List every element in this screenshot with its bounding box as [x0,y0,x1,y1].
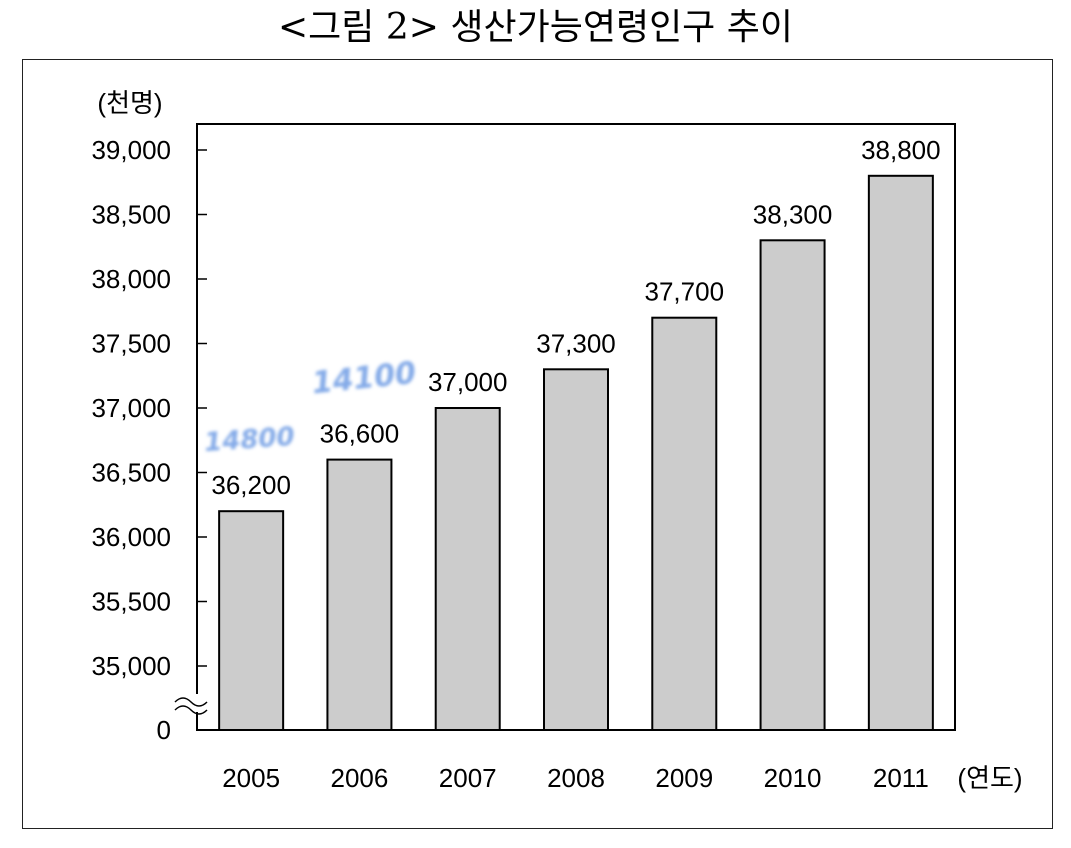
x-tick-label-2007: 2007 [439,763,497,793]
y-axis-unit: (천명) [97,88,162,118]
x-tick-label-2005: 2005 [222,763,280,793]
bar-2011 [867,174,934,732]
axis-break-mark [174,697,208,707]
data-label-2006: 36,600 [320,419,400,449]
bar-2010 [759,239,826,732]
data-label-2009: 37,700 [645,277,725,307]
bar-2005 [218,510,285,732]
y-tick-label: 36,500 [91,458,171,488]
axes [174,123,956,731]
axis-break-mark [174,705,208,715]
y-tick-label: 35,000 [91,651,171,681]
bar-2009 [651,316,718,731]
data-label-2005: 36,200 [211,470,291,500]
bar-2006 [326,458,393,731]
bars [218,174,934,732]
x-axis-unit: (연도) [957,763,1022,793]
y-tick-label: 38,000 [91,264,171,294]
data-label-2008: 37,300 [536,328,616,358]
y-tick-label: 38,500 [91,200,171,230]
y-tick-label: 37,500 [91,329,171,359]
handwritten-note-2006: 14100 [310,356,417,402]
chart-title: <그림 2> 생산가능연령인구 추이 [277,7,793,48]
handwritten-note-2005: 14800 [203,422,295,458]
y-tick-label: 37,000 [91,393,171,423]
plot-area [196,123,956,731]
x-tick-label-2010: 2010 [764,763,822,793]
labels: 35,000 35,500 36,000 36,500 37,000 37,500 38,0… [91,88,1022,793]
x-tick-label-2009: 2009 [655,763,713,793]
data-label-2007: 37,000 [428,367,508,397]
y-zero-label: 0 [157,715,171,745]
chart-frame [22,59,1053,829]
data-label-2010: 38,300 [753,199,833,229]
y-tick-label: 35,500 [91,587,171,617]
x-tick-label-2008: 2008 [547,763,605,793]
y-tick-label: 36,000 [91,522,171,552]
x-tick-label-2006: 2006 [331,763,389,793]
x-tick-label-2011: 2011 [873,763,929,793]
data-label-2011: 38,800 [861,135,941,165]
bar-2007 [434,407,501,731]
bar-2008 [543,368,609,731]
y-tick-label: 39,000 [91,135,171,165]
